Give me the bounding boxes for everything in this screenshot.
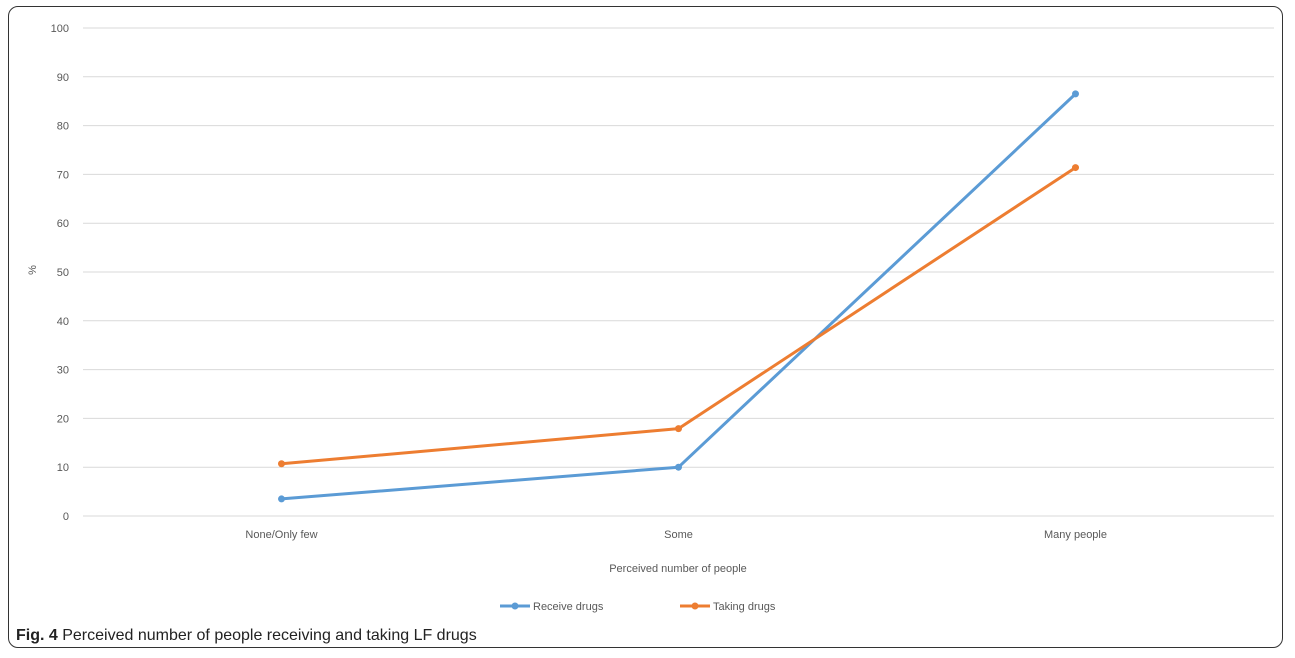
data-point-0-0 xyxy=(278,495,285,503)
data-point-1-0 xyxy=(278,460,285,468)
series-line-1 xyxy=(281,166,1077,466)
y-tick-label-0: 0 xyxy=(63,511,69,523)
figure-frame xyxy=(8,6,1283,648)
data-point-1-1 xyxy=(675,425,682,433)
y-tick-label-90: 90 xyxy=(57,72,69,84)
data-point-0-2 xyxy=(1072,90,1079,98)
y-tick-label-70: 70 xyxy=(57,169,69,181)
legend: Receive drugs Taking drugs xyxy=(500,601,776,613)
x-tick-label-0: None/Only few xyxy=(245,529,317,541)
x-tick-label-1: Some xyxy=(664,529,693,541)
data-point-1-2 xyxy=(1072,164,1079,172)
y-tick-label-30: 30 xyxy=(57,365,69,377)
y-tick-label-60: 60 xyxy=(57,218,69,230)
line-chart: 0 10 20 30 40 50 60 70 80 90 100 None/Only few Some… xyxy=(27,23,1274,613)
x-axis-title: Perceived number of people xyxy=(609,563,747,575)
y-tick-label-20: 20 xyxy=(57,413,69,425)
y-tick-label-50: 50 xyxy=(57,267,69,279)
y-tick-label-40: 40 xyxy=(57,316,69,328)
grid-lines xyxy=(83,27,1274,517)
figure-caption-text: Perceived number of people receiving and… xyxy=(62,627,477,644)
x-tick-label-2: Many people xyxy=(1044,529,1107,541)
y-tick-label-10: 10 xyxy=(57,462,69,474)
y-axis-title: % xyxy=(27,265,39,275)
legend-label-0: Receive drugs xyxy=(533,601,604,613)
figure-caption: Fig. 4 Perceived number of people receiv… xyxy=(16,627,477,645)
legend-marker-0 xyxy=(511,602,519,610)
y-tick-label-100: 100 xyxy=(51,23,69,35)
legend-label-1: Taking drugs xyxy=(713,601,776,613)
figure-label: Fig. 4 xyxy=(16,627,58,644)
data-point-0-1 xyxy=(675,463,682,471)
legend-marker-1 xyxy=(691,602,699,610)
x-tick-labels: None/Only few Some Many people xyxy=(245,529,1107,541)
series-line-0 xyxy=(281,92,1077,501)
y-tick-labels: 0 10 20 30 40 50 60 70 80 90 100 xyxy=(51,23,69,523)
y-tick-label-80: 80 xyxy=(57,121,69,133)
series-lines xyxy=(278,90,1079,503)
